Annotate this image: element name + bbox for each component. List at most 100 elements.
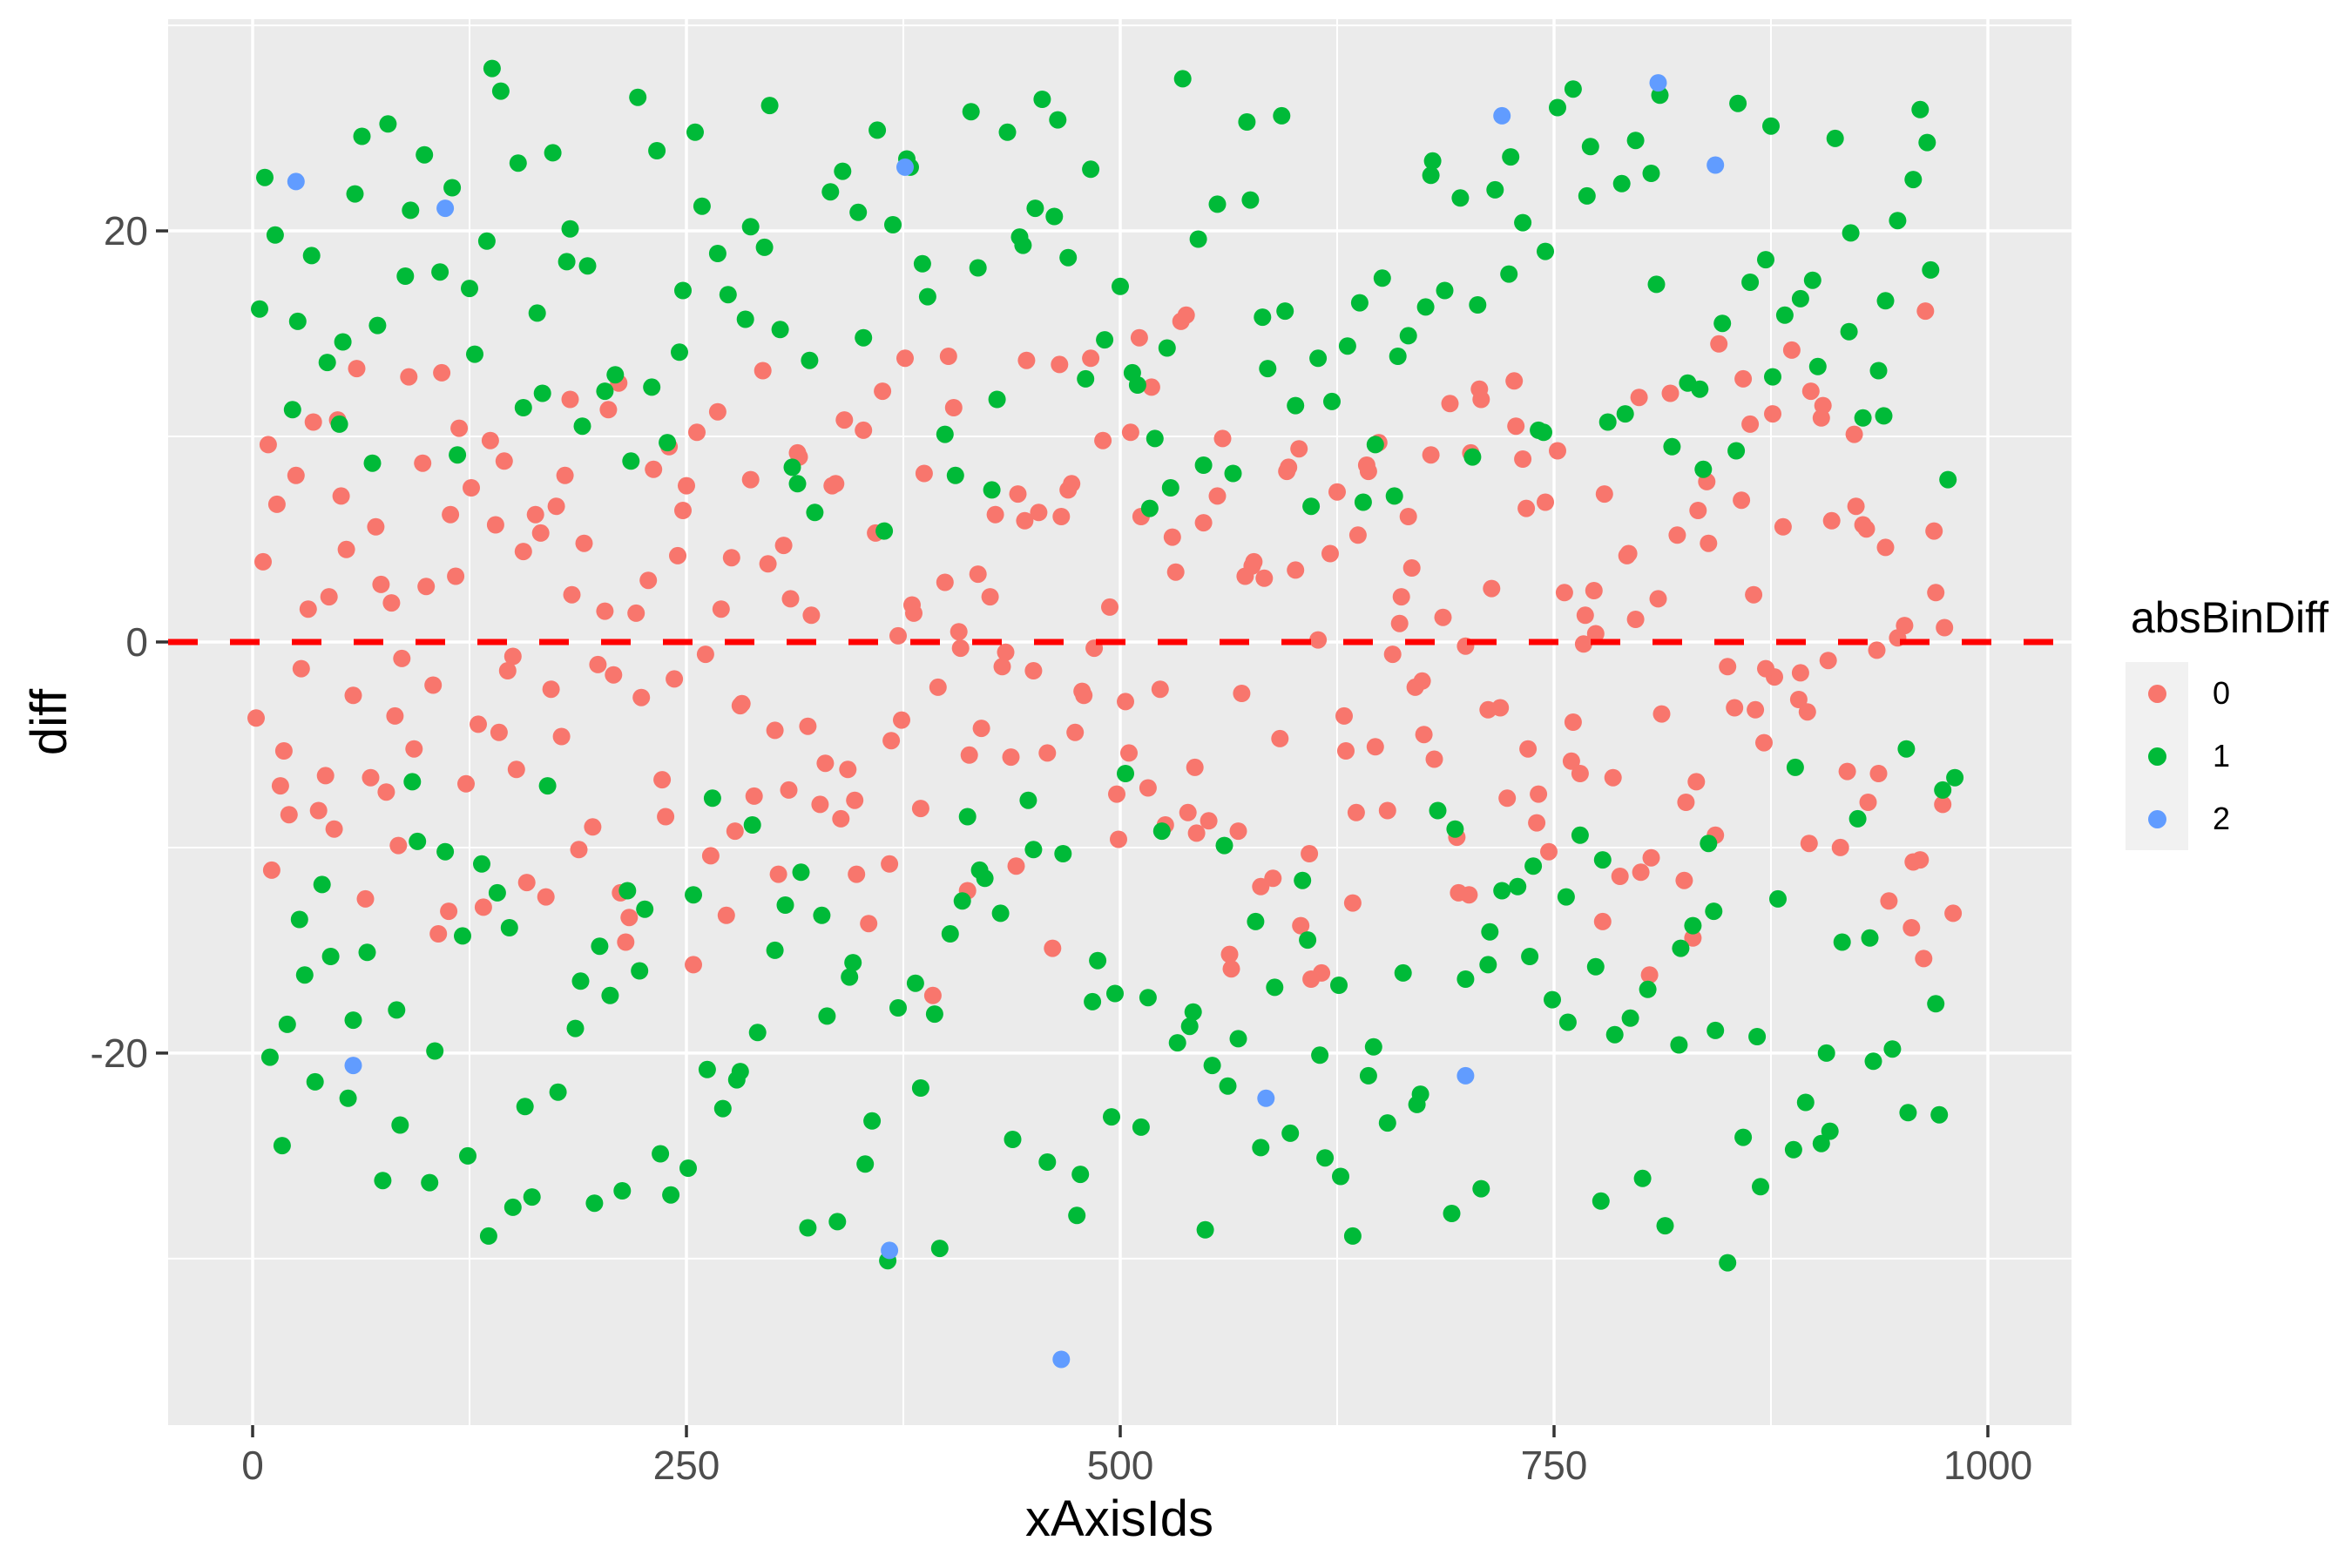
data-point <box>1208 487 1227 505</box>
data-point <box>1123 363 1141 382</box>
data-point <box>295 966 314 984</box>
data-point <box>913 254 931 273</box>
data-point <box>855 421 873 439</box>
data-point <box>1186 758 1204 776</box>
data-point <box>1383 645 1402 664</box>
data-point <box>1007 857 1025 875</box>
data-point <box>941 925 959 943</box>
data-point <box>889 626 907 645</box>
data-point <box>1857 520 1876 538</box>
data-point <box>674 281 692 300</box>
data-point <box>1425 750 1443 768</box>
data-point <box>1549 442 1566 460</box>
data-point <box>1672 939 1690 957</box>
data-point <box>570 841 588 859</box>
data-point <box>288 312 307 330</box>
data-point <box>1089 951 1107 970</box>
data-point <box>1808 357 1827 375</box>
data-point <box>606 366 625 384</box>
data-point <box>1287 396 1305 415</box>
data-point <box>463 479 480 497</box>
data-point <box>1519 740 1538 758</box>
data-point <box>538 777 557 795</box>
data-point <box>287 466 305 484</box>
data-point <box>1347 803 1365 821</box>
data-point <box>708 245 727 262</box>
data-point <box>1229 1030 1247 1048</box>
data-point <box>722 549 740 567</box>
data-point <box>998 123 1017 141</box>
data-point <box>733 694 751 713</box>
data-point <box>251 300 268 318</box>
data-point <box>802 606 821 625</box>
legend-label-1: 1 <box>2213 738 2231 774</box>
data-point <box>1311 1046 1329 1064</box>
data-point <box>1399 508 1417 525</box>
legend-entry-2: 2 <box>2126 787 2352 850</box>
data-point <box>523 1188 541 1206</box>
data-point <box>946 466 964 484</box>
data-point <box>849 203 868 221</box>
data-point <box>488 883 506 902</box>
data-point <box>1161 479 1179 497</box>
data-point <box>1364 1037 1382 1056</box>
data-point <box>1177 306 1195 324</box>
data-point <box>1309 349 1328 368</box>
x-tick-label-0: 0 <box>241 1443 264 1488</box>
data-point <box>1741 415 1760 433</box>
data-point <box>578 257 597 275</box>
data-point <box>1328 483 1346 501</box>
data-point <box>1861 929 1879 947</box>
data-point <box>526 505 544 524</box>
data-point <box>991 904 1010 923</box>
data-point <box>514 399 532 416</box>
data-point <box>1611 868 1629 885</box>
data-point <box>517 874 536 892</box>
data-point <box>693 197 711 215</box>
data-point <box>337 540 355 558</box>
data-point <box>925 1005 943 1024</box>
data-point <box>556 466 574 484</box>
data-point <box>760 97 779 115</box>
data-point <box>1899 1104 1917 1122</box>
data-point <box>708 402 727 421</box>
legend-entry-1: 1 <box>2126 725 2352 787</box>
data-point <box>988 390 1006 409</box>
data-point <box>1422 446 1440 464</box>
data-point <box>442 505 460 524</box>
data-point <box>1139 779 1157 797</box>
data-point <box>860 915 878 933</box>
data-point <box>402 201 420 220</box>
data-point <box>1677 794 1695 811</box>
data-point <box>1493 882 1511 900</box>
data-point <box>745 787 763 805</box>
data-point <box>1316 1149 1335 1167</box>
data-point <box>1915 950 1933 968</box>
legend-dot-1-icon <box>2147 747 2166 766</box>
data-point <box>1530 785 1548 803</box>
y-tick-label-0: 0 <box>125 619 148 665</box>
data-point <box>1120 744 1138 762</box>
data-point <box>613 1182 632 1200</box>
data-point <box>717 906 735 924</box>
data-point <box>818 1007 836 1025</box>
data-point <box>1389 348 1407 365</box>
data-point <box>477 232 496 250</box>
data-point <box>1822 511 1841 530</box>
data-point <box>1139 989 1157 1007</box>
data-point <box>461 280 478 298</box>
data-point <box>1483 579 1501 598</box>
data-point <box>1241 191 1260 209</box>
data-point <box>1399 327 1417 345</box>
data-point <box>1557 888 1575 906</box>
data-point <box>274 742 293 760</box>
data-point <box>1652 705 1671 723</box>
data-point <box>1848 809 1867 828</box>
data-point <box>951 639 970 658</box>
data-point <box>1734 369 1753 388</box>
data-point <box>1463 448 1482 466</box>
data-point <box>1117 693 1134 711</box>
data-point <box>457 774 475 793</box>
data-point <box>1812 1134 1830 1152</box>
